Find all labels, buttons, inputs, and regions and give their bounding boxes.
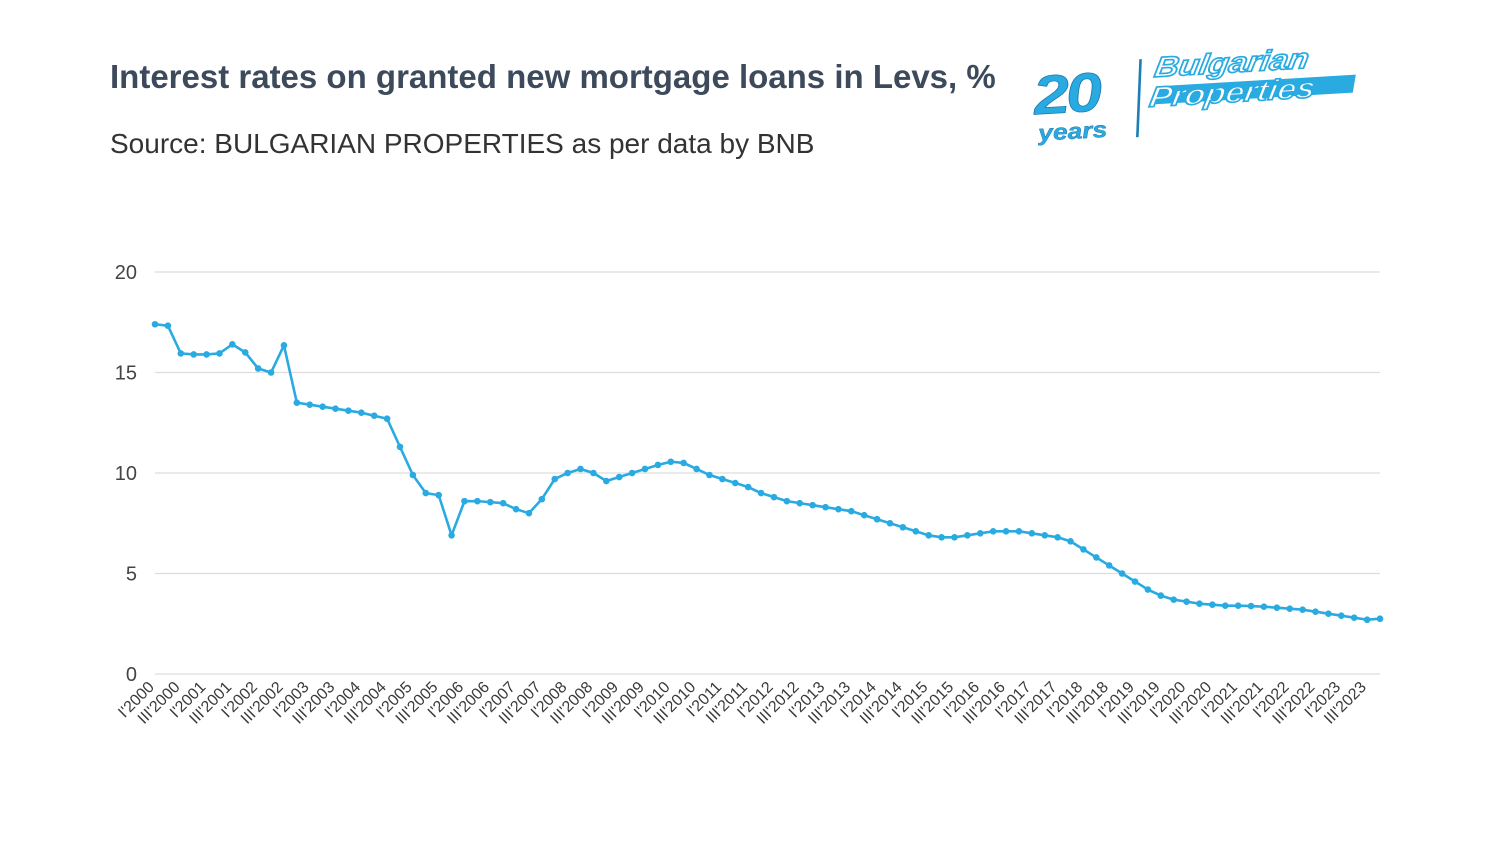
svg-text:0: 0 [126, 664, 137, 686]
svg-text:15: 15 [115, 363, 137, 385]
svg-text:20: 20 [115, 262, 137, 284]
svg-text:10: 10 [115, 463, 137, 485]
svg-text:5: 5 [126, 564, 137, 586]
